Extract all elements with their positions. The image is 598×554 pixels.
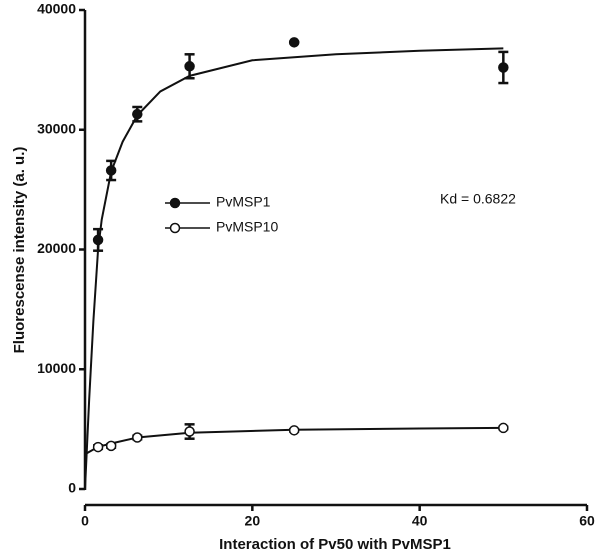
point [184,61,195,72]
point [92,234,104,246]
annotation: Kd = 0.6822 [440,191,516,207]
x-tick-label: 0 [81,513,89,529]
y-tick-label: 30000 [37,120,76,136]
point [132,432,143,443]
legend-label: PvMSP10 [216,219,278,235]
point [105,440,117,452]
point [92,441,104,453]
x-tick-label: 20 [245,513,261,529]
point [498,422,509,434]
x-tick-label: 60 [579,513,595,529]
point [132,108,143,120]
y-axis-label: Fluorescense intensity (a. u.) [11,147,28,354]
legend-marker [169,197,181,209]
y-tick-label: 40000 [37,1,76,17]
legend-label: PvMSP1 [216,194,271,210]
x-tick-label: 40 [412,513,428,529]
y-tick-label: 0 [68,480,76,496]
point [498,62,509,73]
fit-curve [84,47,504,490]
point [105,165,117,176]
legend-marker [169,222,181,234]
y-tick-label: 20000 [37,240,76,256]
point [184,426,195,437]
x-axis-label: Interaction of Pv50 with PvMSP1 [219,536,451,553]
y-tick-label: 10000 [37,360,76,376]
point [288,425,300,436]
point [288,37,300,48]
